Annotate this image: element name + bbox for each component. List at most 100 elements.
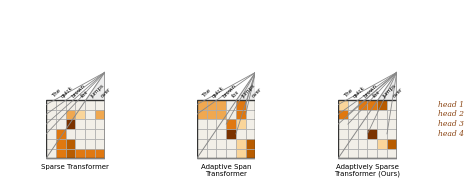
Bar [338,110,348,119]
Bar [85,149,95,159]
Bar [387,139,397,149]
Bar [65,119,75,129]
Bar [75,129,85,139]
Bar [367,149,377,159]
Bar [95,129,105,139]
Bar [357,139,367,149]
Bar [246,129,255,139]
Bar [95,100,105,110]
Bar [197,119,206,129]
Bar [46,149,56,159]
Bar [75,100,85,110]
Bar [377,129,387,139]
Text: jumps: jumps [90,83,106,99]
Text: head 3: head 3 [438,120,464,128]
Bar [377,119,387,129]
Text: head 1: head 1 [438,101,464,109]
Bar [56,149,65,159]
Bar [226,129,236,139]
Bar [56,119,65,129]
Bar [85,139,95,149]
Bar [75,110,85,119]
Bar [246,110,255,119]
Bar [236,139,246,149]
Bar [387,129,397,139]
Bar [206,139,216,149]
Bar [197,129,206,139]
Bar [348,149,357,159]
Bar [85,100,95,110]
Text: over: over [100,87,112,99]
Bar [197,100,255,159]
Bar [367,100,377,110]
Bar [197,110,206,119]
Bar [75,139,85,149]
Bar [95,149,105,159]
Bar [367,110,377,119]
Bar [216,110,226,119]
Bar [226,110,236,119]
Bar [236,129,246,139]
Bar [197,149,206,159]
Bar [226,149,236,159]
Bar [236,110,246,119]
Bar [46,100,105,159]
Bar [95,110,105,119]
Bar [357,100,367,110]
Text: brown: brown [221,83,237,99]
Text: head 4: head 4 [438,130,464,138]
Bar [226,139,236,149]
Text: quick: quick [211,85,225,99]
Bar [95,139,105,149]
Bar [216,129,226,139]
Bar [357,110,367,119]
Bar [387,119,397,129]
Bar [236,149,246,159]
Bar [348,119,357,129]
Bar [206,119,216,129]
Polygon shape [46,72,105,159]
Bar [236,100,246,110]
Bar [56,100,65,110]
Bar [206,110,216,119]
Bar [348,110,357,119]
Bar [75,149,85,159]
Bar [338,119,348,129]
Text: quick: quick [61,85,74,99]
Bar [348,129,357,139]
Bar [367,139,377,149]
Bar [216,139,226,149]
Bar [216,100,226,110]
Text: fox: fox [372,89,382,99]
Bar [246,149,255,159]
Text: head 2: head 2 [438,110,464,118]
Bar [338,139,348,149]
Text: quick: quick [353,85,366,99]
Bar [377,100,387,110]
Bar [357,119,367,129]
Bar [367,129,377,139]
Bar [85,119,95,129]
Bar [387,100,397,110]
Bar [377,110,387,119]
Bar [56,129,65,139]
Bar [246,119,255,129]
Polygon shape [338,72,397,159]
Text: Adaptive Span
Transformer: Adaptive Span Transformer [201,164,252,177]
Bar [246,139,255,149]
Text: brown: brown [363,83,378,99]
Bar [65,139,75,149]
Bar [387,149,397,159]
Text: over: over [392,87,404,99]
Bar [367,119,377,129]
Bar [197,100,206,110]
Bar [65,110,75,119]
Bar [56,139,65,149]
Text: The: The [202,88,212,99]
Bar [85,129,95,139]
Bar [377,139,387,149]
Bar [206,149,216,159]
Bar [387,110,397,119]
Bar [246,100,255,110]
Text: The: The [343,88,354,99]
